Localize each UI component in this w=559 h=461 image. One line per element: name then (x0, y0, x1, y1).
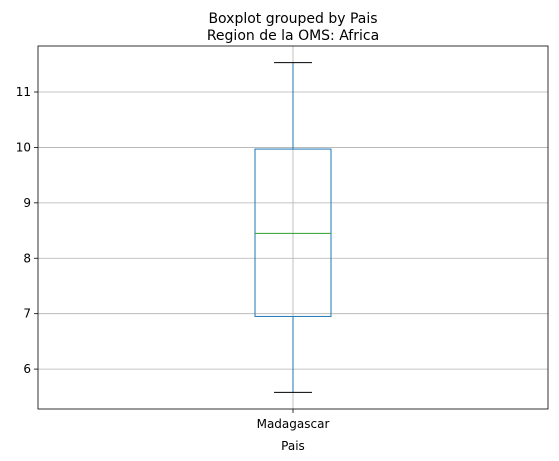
y-tick-label: 7 (23, 307, 31, 321)
x-tick-label: Madagascar (257, 417, 330, 431)
y-tick-label: 11 (16, 85, 31, 99)
chart-suptitle: Boxplot grouped by Pais (208, 11, 377, 27)
y-tick-label: 8 (23, 251, 31, 265)
box-iqr (254, 148, 332, 317)
y-tick-label: 9 (23, 196, 31, 210)
chart-title: Region de la OMS: Africa (207, 28, 379, 44)
y-tick-label: 10 (16, 140, 31, 154)
y-tick-label: 6 (23, 362, 31, 376)
plot-area (254, 62, 332, 393)
tick-labels: 6 7 8 9 10 11 Madagascar (16, 85, 330, 431)
tick-marks (34, 91, 294, 413)
x-axis-label: Pais (281, 439, 305, 453)
